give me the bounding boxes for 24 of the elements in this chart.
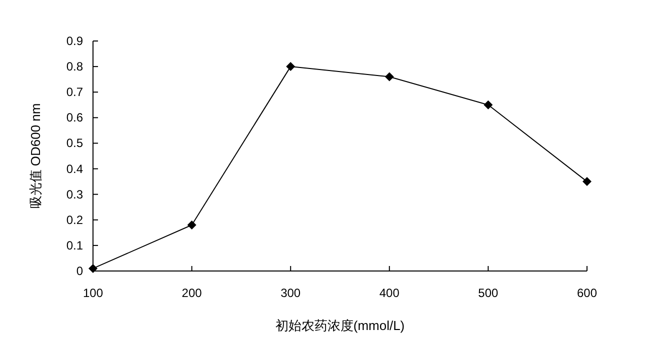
y-tick-label: 0.8 bbox=[66, 60, 84, 74]
y-tick-label: 0.2 bbox=[66, 212, 84, 227]
x-tick-label: 400 bbox=[379, 286, 400, 300]
y-tick-label: 0.9 bbox=[66, 34, 84, 48]
point bbox=[286, 62, 296, 72]
point bbox=[582, 177, 592, 186]
x-tick-label: 500 bbox=[478, 286, 499, 300]
y-tick-label: 0.3 bbox=[66, 187, 84, 202]
y-tick-label: 0.7 bbox=[66, 85, 84, 100]
point bbox=[187, 220, 196, 230]
y-tick-label: 0 bbox=[76, 264, 84, 278]
x-tick-label: 200 bbox=[182, 286, 202, 300]
x-tick-label: 100 bbox=[82, 286, 104, 300]
y-tick-label: 0.4 bbox=[66, 162, 84, 176]
y-tick-label: 0.6 bbox=[66, 110, 84, 125]
point bbox=[88, 264, 98, 273]
point bbox=[484, 100, 493, 110]
x-axis-title: 初始农药浓度(mmol/L) bbox=[275, 318, 405, 333]
point bbox=[384, 72, 394, 82]
x-tick-label: 300 bbox=[280, 286, 301, 300]
y-axis-title: 吸光值 OD600 nm bbox=[28, 103, 43, 209]
x-tick-label: 600 bbox=[576, 286, 598, 300]
y-tick-label: 0.5 bbox=[66, 136, 84, 150]
y-tick-label: 0.1 bbox=[66, 238, 84, 252]
